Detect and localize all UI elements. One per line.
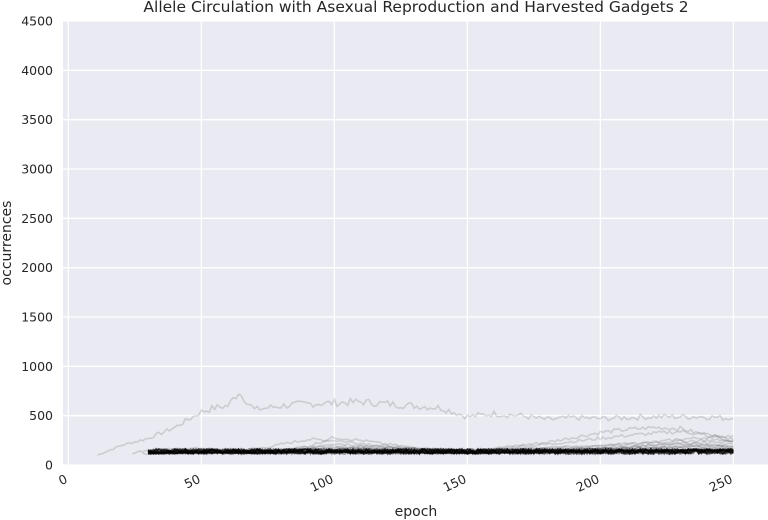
baseline-trace <box>147 447 734 456</box>
y-tick-label: 1000 <box>21 359 53 374</box>
x-tick-labels: 0 50 100 150 200 250 <box>56 471 735 495</box>
plot-area <box>63 21 768 465</box>
baseline-trace <box>147 447 734 456</box>
series-line <box>148 437 734 454</box>
y-tick-label: 4500 <box>21 14 53 29</box>
series-line <box>148 447 734 455</box>
baseline-trace <box>147 447 734 456</box>
baseline-trace <box>148 447 734 456</box>
x-tick-label: 100 <box>308 471 336 495</box>
series-line <box>147 434 734 456</box>
series-line <box>147 449 734 455</box>
series-line <box>147 448 734 455</box>
series-line <box>148 448 734 455</box>
series-line <box>148 444 734 455</box>
baseline-trace <box>147 447 734 456</box>
series-group <box>97 393 734 456</box>
series-line <box>148 448 734 455</box>
x-tick-label: 250 <box>707 471 735 495</box>
baseline-trace <box>147 447 734 456</box>
baseline-trace <box>147 447 734 456</box>
x-tick-label: 50 <box>182 471 203 491</box>
baseline-trace <box>147 447 734 456</box>
series-line <box>147 444 734 454</box>
y-tick-label: 2500 <box>21 211 53 226</box>
y-tick-label: 1500 <box>21 310 53 325</box>
y-tick-labels: 0 500 1000 1500 2000 2500 3000 3500 4000 4500 <box>21 14 53 473</box>
x-tick-label: 200 <box>574 471 602 495</box>
y-axis-label: occurrences <box>0 201 15 286</box>
grid-lines <box>63 20 768 466</box>
series-line <box>148 448 734 455</box>
x-tick-label: 0 <box>56 471 70 488</box>
series-line <box>142 429 734 456</box>
series-line <box>147 439 734 455</box>
baseline-trace <box>147 447 734 456</box>
x-axis-label: epoch <box>395 504 438 520</box>
chart-title: Allele Circulation with Asexual Reproduc… <box>143 0 688 16</box>
y-tick-label: 3000 <box>21 162 53 177</box>
y-tick-label: 0 <box>45 458 53 473</box>
baseline-trace <box>147 447 734 456</box>
y-tick-label: 500 <box>29 408 53 423</box>
baseline-trace <box>147 447 734 456</box>
series-line <box>147 447 734 456</box>
series-line <box>132 425 734 455</box>
baseline-trace <box>147 447 734 456</box>
y-tick-label: 4000 <box>21 63 53 78</box>
dense-baseline-band <box>147 447 734 456</box>
y-tick-label: 2000 <box>21 260 53 275</box>
series-line <box>147 448 734 455</box>
baseline-trace <box>147 447 734 456</box>
y-tick-label: 3500 <box>21 112 53 127</box>
series-line <box>148 442 734 454</box>
series-line <box>147 449 734 455</box>
series-line <box>147 448 734 455</box>
series-line <box>97 393 734 456</box>
baseline-trace <box>147 447 734 456</box>
x-tick-label: 150 <box>441 471 469 495</box>
series-line <box>147 435 734 455</box>
